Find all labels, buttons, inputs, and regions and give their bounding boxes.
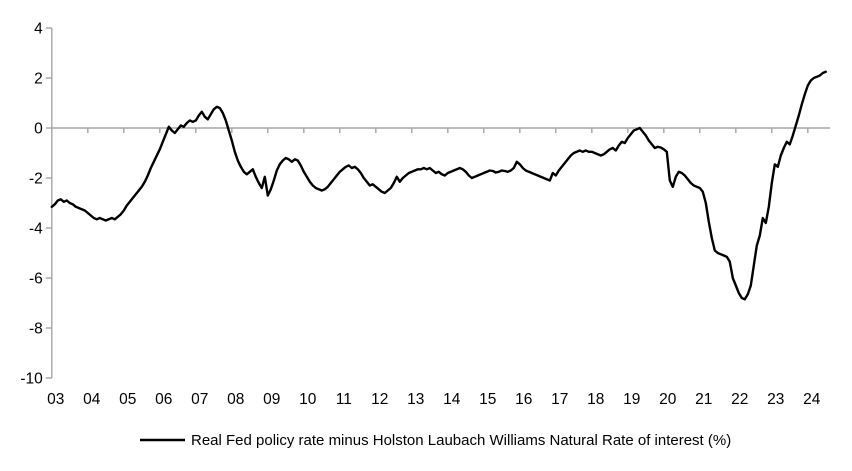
- x-tick-label: 14: [443, 391, 461, 408]
- axes-layer: [45, 27, 830, 379]
- x-tick-label: 03: [47, 391, 64, 408]
- x-tick-label: 07: [191, 391, 208, 408]
- y-tick-label: -10: [20, 371, 43, 388]
- x-tick-label: 21: [695, 391, 712, 408]
- legend: Real Fed policy rate minus Holston Lauba…: [140, 432, 731, 449]
- x-tick-label: 18: [587, 391, 604, 408]
- legend-label: Real Fed policy rate minus Holston Lauba…: [191, 432, 731, 449]
- x-tick-label: 08: [227, 391, 244, 408]
- y-tick-label: 4: [34, 21, 43, 38]
- x-tick-label: 13: [407, 391, 424, 408]
- x-tick-label: 10: [299, 391, 317, 408]
- x-tick-label: 04: [83, 391, 101, 408]
- x-tick-label: 17: [551, 391, 568, 408]
- x-tick-label: 20: [659, 391, 677, 408]
- x-tick-label: 09: [263, 391, 280, 408]
- x-tick-label: 19: [623, 391, 640, 408]
- x-tick-label: 23: [767, 391, 784, 408]
- x-tick-label: 22: [731, 391, 748, 408]
- series-line: [50, 70, 827, 301]
- x-tick-label: 05: [119, 391, 136, 408]
- y-tick-label: -2: [29, 171, 43, 188]
- y-tick-label: -4: [29, 221, 43, 238]
- y-tick-label: -8: [29, 321, 43, 338]
- data-series-layer: [50, 70, 827, 301]
- x-tick-label: 15: [479, 391, 496, 408]
- x-tick-label: 06: [155, 391, 172, 408]
- y-tick-label: 0: [34, 121, 43, 138]
- x-tick-label: 16: [515, 391, 532, 408]
- x-tick-label: 24: [803, 391, 821, 408]
- x-tick-label: 12: [371, 391, 388, 408]
- y-tick-label: -6: [29, 271, 43, 288]
- x-tick-label: 11: [336, 391, 352, 408]
- y-tick-label: 2: [34, 71, 43, 88]
